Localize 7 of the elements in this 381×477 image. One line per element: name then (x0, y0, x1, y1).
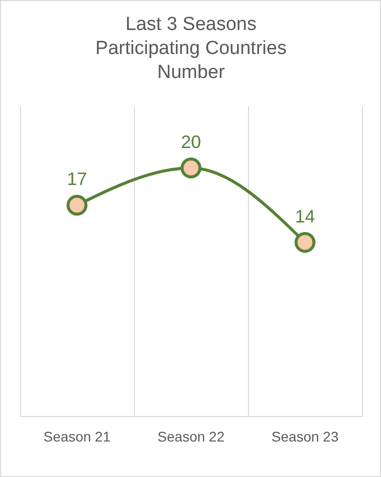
data-label: 14 (294, 206, 316, 226)
data-label: 17 (66, 169, 88, 190)
chart-title: Last 3 Seasons Participating Countries Number (95, 14, 287, 83)
x-tick-label: Season 22 (158, 428, 225, 444)
x-tick-label: Season 21 (44, 428, 111, 444)
x-tick-label: Season 23 (272, 428, 339, 444)
data-label: 20 (180, 132, 202, 152)
